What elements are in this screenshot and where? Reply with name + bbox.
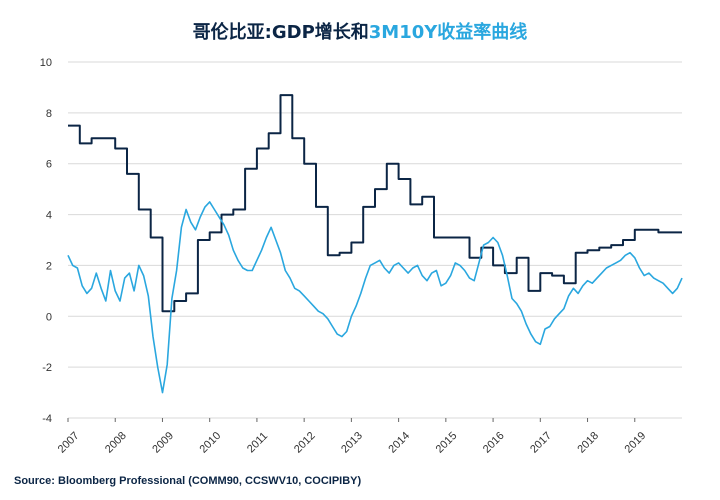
x-tick-label: 2009 xyxy=(150,430,176,456)
y-tick-label: 10 xyxy=(40,57,52,69)
y-tick-label: 8 xyxy=(46,108,52,120)
series-line-gdp-growth xyxy=(68,94,682,313)
y-tick-label: 0 xyxy=(46,311,52,323)
y-tick-label: 2 xyxy=(46,260,52,272)
x-tick-label: 2019 xyxy=(623,430,649,456)
series-line-3m10y-curve xyxy=(67,201,683,394)
y-tick-label: 4 xyxy=(46,210,52,222)
chart-title-part1: 哥伦比亚:GDP增长和 xyxy=(193,21,369,43)
x-tick-label: 2016 xyxy=(481,430,507,456)
x-tick-label: 2008 xyxy=(103,430,129,456)
x-tick-label: 2013 xyxy=(339,430,365,456)
x-tick-label: 2018 xyxy=(575,430,601,456)
x-tick-label: 2015 xyxy=(434,430,460,456)
series-layer xyxy=(67,94,683,394)
y-tick-label: -4 xyxy=(42,413,52,425)
y-tick-label: -2 xyxy=(42,362,52,374)
x-tick-label: 2017 xyxy=(528,430,554,456)
x-tick-label: 2011 xyxy=(245,430,270,455)
chart-title-part2: 3M10Y收益率曲线 xyxy=(369,21,528,43)
x-axis-ticks: 2007 2008 2009 2010 2011 2012 2013 2014 2015 2016… xyxy=(56,418,649,456)
y-axis-ticks: 10 8 6 4 2 0 -2 -4 xyxy=(40,57,52,425)
x-tick-label: 2012 xyxy=(292,430,318,456)
x-tick-label: 2010 xyxy=(198,430,224,456)
x-tick-label: 2007 xyxy=(56,430,82,456)
y-tick-label: 6 xyxy=(46,159,52,171)
x-tick-label: 2014 xyxy=(386,430,412,456)
chart-title: 哥伦比亚:GDP增长和3M10Y收益率曲线 xyxy=(193,21,528,43)
source-note: Source: Bloomberg Professional (COMM90, … xyxy=(14,475,362,487)
grid xyxy=(68,61,682,419)
